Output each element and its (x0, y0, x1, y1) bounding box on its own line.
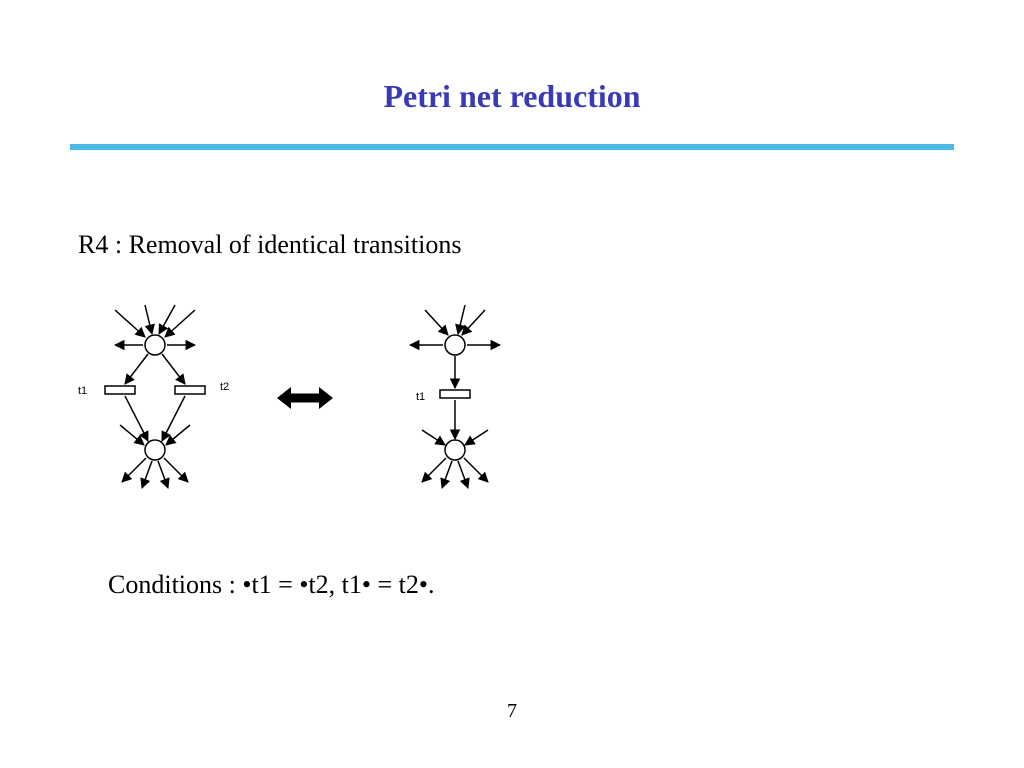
conditions-text: Conditions : •t1 = •t2, t1• = t2•. (108, 570, 435, 600)
slide: Petri net reduction R4 : Removal of iden… (0, 0, 1024, 768)
page-number: 7 (0, 700, 1024, 723)
slide-title: Petri net reduction (0, 78, 1024, 115)
rule-heading: R4 : Removal of identical transitions (78, 230, 461, 260)
svg-text:t1: t1 (78, 385, 87, 397)
title-divider (70, 144, 954, 150)
svg-text:t2: t2 (220, 381, 229, 393)
petri-net-diagram: t1 t2 t1 (60, 290, 560, 510)
svg-text:t1: t1 (416, 391, 425, 403)
